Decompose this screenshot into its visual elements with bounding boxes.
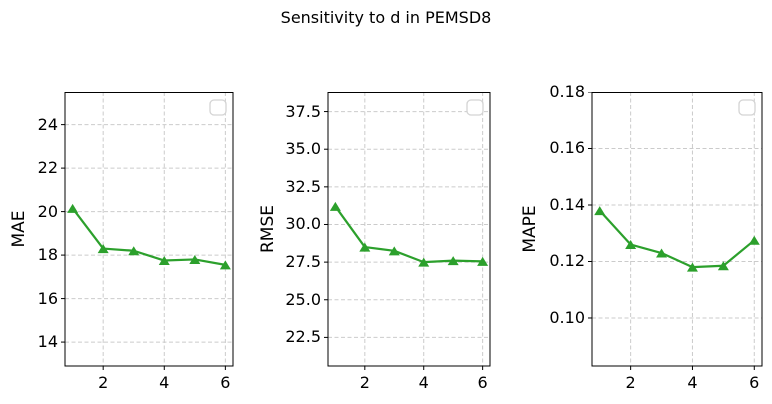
- y-tick-label: 0.14: [549, 194, 585, 214]
- y-tick-label: 18: [37, 245, 58, 265]
- legend-box-empty: [738, 99, 756, 116]
- y-tick-label: 35.0: [285, 139, 321, 159]
- x-tick-label: 6: [220, 373, 231, 392]
- data-line-rmse: [334, 205, 483, 264]
- data-point-marker: [388, 246, 400, 256]
- y-tick-label: 16: [37, 288, 58, 308]
- x-tick-label: 2: [359, 373, 370, 392]
- axes-spines: [64, 92, 234, 367]
- data-point-marker: [748, 235, 760, 245]
- data-point-marker: [359, 242, 371, 252]
- x-tick-label: 4: [418, 373, 429, 392]
- legend-box-empty: [209, 99, 227, 116]
- data-point-marker: [158, 256, 170, 266]
- y-tick-label: 27.5: [285, 252, 321, 272]
- x-tick-label: 2: [98, 373, 109, 392]
- y-tick-label: 22.5: [285, 327, 321, 347]
- y-tick-label: 0.10: [549, 307, 585, 327]
- data-line-mae: [71, 207, 226, 266]
- data-point-marker: [447, 256, 459, 266]
- data-point-marker: [656, 248, 668, 258]
- y-tick-label: 14: [37, 332, 58, 352]
- x-tick-label: 4: [687, 373, 698, 392]
- data-point-marker: [67, 203, 79, 213]
- data-point-marker: [219, 260, 231, 270]
- data-line-mape: [598, 209, 755, 269]
- x-tick-label: 6: [749, 373, 760, 392]
- legend-box-empty: [466, 99, 484, 116]
- data-point-marker: [418, 257, 430, 267]
- plot-area-rmse: [324, 92, 491, 370]
- axes-spines: [327, 92, 491, 367]
- data-point-marker: [97, 244, 109, 254]
- y-tick-label: 20: [37, 201, 58, 221]
- figure-title: Sensitivity to d in PEMSD8: [280, 8, 492, 27]
- x-tick-label: 2: [625, 373, 636, 392]
- y-tick-label: 30.0: [285, 214, 321, 234]
- data-point-marker: [686, 262, 698, 272]
- y-tick-label: 25.0: [285, 289, 321, 309]
- y-tick-label: 0.18: [549, 82, 585, 101]
- y-tick-label: 0.12: [549, 251, 585, 271]
- plot-area-mape: [588, 92, 763, 370]
- y-tick-label: 22: [37, 158, 58, 178]
- y-tick-label: 32.5: [285, 176, 321, 196]
- data-point-marker: [477, 256, 489, 266]
- plot-area-mae: [61, 92, 234, 370]
- data-point-marker: [128, 246, 140, 256]
- axes-spines: [591, 92, 763, 367]
- data-point-marker: [717, 261, 729, 271]
- x-tick-label: 6: [477, 373, 488, 392]
- y-tick-label: 37.5: [285, 101, 321, 121]
- data-point-marker: [189, 254, 201, 264]
- data-point-marker: [594, 206, 606, 216]
- y-tick-label: 0.16: [549, 138, 585, 158]
- data-point-marker: [329, 201, 341, 211]
- x-tick-label: 4: [159, 373, 170, 392]
- data-point-marker: [625, 240, 637, 250]
- y-tick-label: 24: [37, 114, 58, 134]
